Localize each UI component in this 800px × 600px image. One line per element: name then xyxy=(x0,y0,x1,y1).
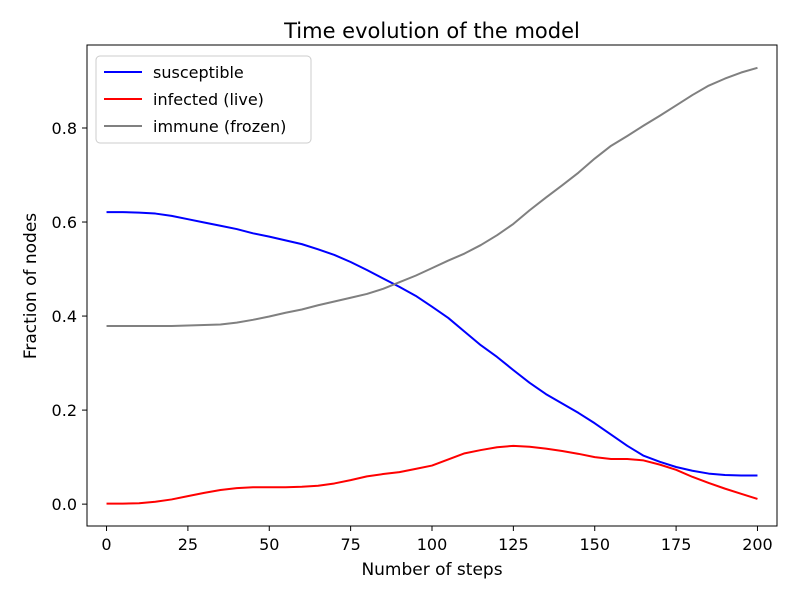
legend-label-1: infected (live) xyxy=(153,90,264,109)
y-tick-label: 0.2 xyxy=(52,401,77,420)
x-tick-label: 50 xyxy=(259,535,279,554)
x-tick-label: 25 xyxy=(178,535,198,554)
x-tick-label: 75 xyxy=(340,535,360,554)
y-tick-label: 0.4 xyxy=(52,307,77,326)
series-line-1 xyxy=(106,444,758,505)
legend-label-0: susceptible xyxy=(153,63,244,82)
x-axis-label: Number of steps xyxy=(361,560,502,580)
legend-label-2: immune (frozen) xyxy=(153,117,286,136)
x-tick-label: 0 xyxy=(101,535,111,554)
x-axis-ticks: 0 25 50 75 100 125 150 175 200 xyxy=(101,526,773,554)
legend-frame xyxy=(95,55,312,144)
series-line-0 xyxy=(106,211,758,477)
x-tick-label: 100 xyxy=(417,535,448,554)
legend: susceptible infected (live) immune (frozen… xyxy=(95,55,312,144)
x-tick-label: 150 xyxy=(579,535,610,554)
y-tick-label: 0.8 xyxy=(52,119,77,138)
series-line-2 xyxy=(106,66,758,327)
x-tick-label: 125 xyxy=(498,535,529,554)
x-tick-label: 175 xyxy=(661,535,692,554)
y-axis-ticks: 0.0 0.2 0.4 0.6 0.8 xyxy=(52,119,87,514)
chart-title: Time evolution of the model xyxy=(283,19,580,43)
x-tick-label: 200 xyxy=(742,535,773,554)
series-layer xyxy=(106,66,758,505)
y-axis-label: Fraction of nodes xyxy=(21,213,41,359)
y-tick-label: 0.6 xyxy=(52,213,77,232)
y-tick-label: 0.0 xyxy=(52,495,77,514)
